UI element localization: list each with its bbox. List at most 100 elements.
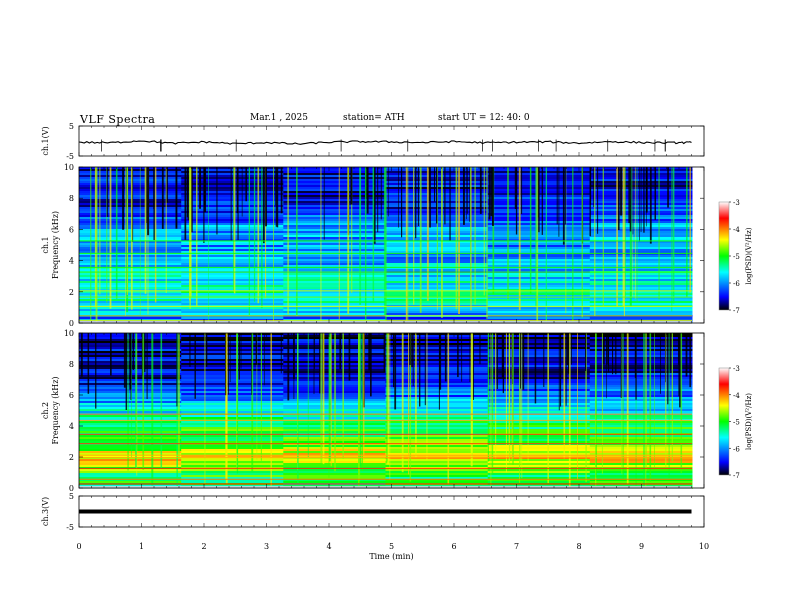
spectrogram-cell — [589, 247, 693, 249]
spectrogram-cell — [487, 477, 591, 479]
spectrogram-cell — [181, 187, 284, 189]
sferic-column — [455, 167, 458, 310]
sferic-column — [479, 333, 481, 365]
sferic-column — [665, 333, 667, 468]
spectrogram-cell — [181, 303, 284, 305]
sferic-column — [330, 333, 332, 467]
sferic-column — [147, 167, 150, 236]
spectrogram-cell — [589, 399, 693, 401]
spectrogram-cell — [79, 181, 182, 183]
spectrogram-cell — [181, 403, 284, 405]
spectrogram-cell — [385, 237, 489, 239]
spectrogram-cell — [283, 471, 386, 473]
spectrogram-cell — [487, 361, 591, 363]
sferic-column — [373, 167, 376, 244]
spectrogram-cell — [283, 285, 386, 287]
spectrogram-cell — [181, 351, 284, 353]
spectrogram-cell — [487, 293, 591, 295]
sferic-column — [419, 333, 421, 407]
spectrogram-cell — [385, 269, 489, 271]
spectrogram-cell — [283, 201, 386, 203]
sferic-column — [490, 333, 492, 487]
spectrogram-cell — [589, 403, 693, 405]
spectrogram-cell — [181, 307, 284, 309]
spectrogram-cell — [283, 263, 386, 265]
spectrogram-cell — [79, 201, 182, 203]
spectrogram-cell — [487, 403, 591, 405]
spectrogram-cell — [589, 291, 693, 293]
spectrogram-cell — [589, 307, 693, 309]
y-tick-label: 2 — [69, 288, 74, 297]
spectrogram-cell — [283, 269, 386, 271]
spectrogram-cell — [283, 199, 386, 201]
spectrogram-cell — [385, 375, 489, 377]
spectrogram-cell — [181, 289, 284, 291]
sferic-column — [203, 167, 205, 243]
spectrogram-cell — [283, 287, 386, 289]
spectrogram-cell — [79, 477, 182, 479]
sferic-column — [273, 167, 274, 323]
spectrogram-cell — [283, 245, 386, 247]
spectrogram-cell — [283, 311, 386, 313]
spectrogram-cell — [283, 475, 386, 477]
spectrogram-cell — [79, 183, 182, 185]
spectrogram-cell — [487, 355, 591, 357]
sferic-column — [260, 333, 262, 461]
narrowband-line — [79, 319, 692, 322]
spectrogram-cell — [385, 441, 489, 443]
narrowband-line — [79, 457, 692, 459]
spectrogram-cell — [181, 465, 284, 467]
spectrogram-cell — [79, 309, 182, 311]
spectrogram-cell — [487, 339, 591, 341]
spectrogram-cell — [283, 251, 386, 253]
spectrogram-cell — [181, 179, 284, 181]
sferic-column — [238, 333, 240, 380]
spectrogram-cell — [385, 423, 489, 425]
spectrogram-cell — [487, 241, 591, 243]
spectrogram-cell — [79, 255, 182, 257]
sferic-column — [109, 167, 112, 309]
spectrogram-cell — [79, 301, 182, 303]
spectrogram-cell — [385, 353, 489, 355]
sferic-column — [632, 167, 634, 235]
spectrogram-cell — [487, 301, 591, 303]
spectrogram-cell — [283, 303, 386, 305]
sferic-column — [634, 167, 636, 299]
x-tick-label: 4 — [326, 542, 331, 551]
spectrogram-cell — [385, 427, 489, 429]
spectrogram-cell — [385, 371, 489, 373]
spectrogram-cell — [79, 475, 182, 477]
sferic-column — [612, 333, 614, 375]
sferic-column — [263, 167, 265, 244]
sferic-column — [538, 167, 540, 233]
spectrogram-cell — [487, 299, 591, 301]
narrowband-line — [79, 252, 692, 254]
spectrogram-cell — [79, 473, 182, 475]
spectrogram-cell — [385, 289, 489, 291]
spectrogram-cell — [181, 447, 284, 449]
spectrogram-cell — [589, 365, 693, 367]
spectrogram-cell — [385, 455, 489, 457]
sferic-column — [667, 167, 669, 208]
spectrogram-cell — [487, 337, 591, 339]
spectrogram-cell — [79, 219, 182, 221]
narrowband-line — [79, 413, 692, 415]
spectrogram-cell — [589, 427, 693, 429]
sferic-column — [401, 167, 403, 238]
y-tick-label: 8 — [69, 360, 74, 369]
spectrogram-cell — [589, 353, 693, 355]
sferic-column — [405, 167, 408, 321]
spectrogram-cell — [487, 367, 591, 369]
spectrogram-cell — [181, 395, 284, 397]
x-tick-label: 0 — [76, 542, 81, 551]
spectrogram-cell — [283, 227, 386, 229]
spectrogram-cell — [385, 229, 489, 231]
spectrogram-cell — [181, 451, 284, 453]
spectrogram-cell — [79, 275, 182, 277]
sferic-column — [529, 167, 532, 294]
spectrogram-cell — [181, 205, 284, 207]
spectrogram-cell — [487, 429, 591, 431]
spectrogram-cell — [385, 279, 489, 281]
spectrogram-cell — [181, 377, 284, 379]
sferic-column — [122, 167, 125, 230]
